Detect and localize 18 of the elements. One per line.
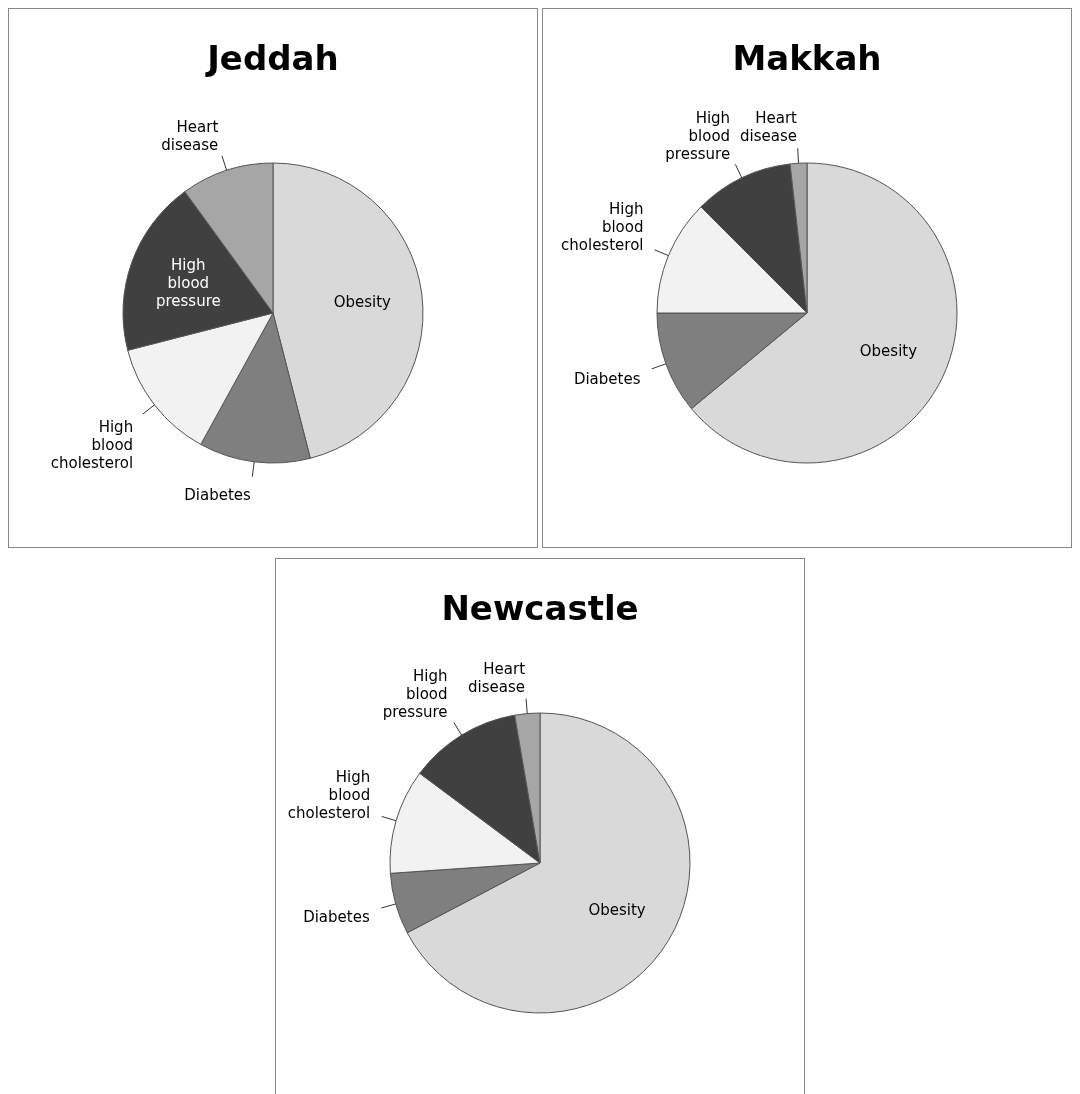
slice-label: Heart disease	[468, 659, 526, 696]
slice-label: High blood cholesterol	[561, 199, 644, 254]
slice-label: High blood cholesterol	[50, 417, 134, 472]
slice-label: Diabetes	[573, 369, 641, 388]
chart-title: Makkah	[732, 38, 882, 78]
slice-label: High blood pressure	[155, 255, 221, 310]
slice-label: High blood pressure	[665, 108, 731, 163]
slice-label: High blood cholesterol	[287, 767, 371, 822]
chart-title: Jeddah	[205, 38, 339, 78]
slice-label: Heart disease	[161, 117, 219, 154]
slice-label: Diabetes	[303, 907, 370, 926]
slice-label: Obesity	[333, 292, 392, 311]
slice-label: Obesity	[588, 900, 646, 919]
slice-label: Diabetes	[184, 485, 251, 504]
slice-label: Heart disease	[740, 108, 798, 145]
chart-title: Newcastle	[441, 588, 639, 628]
slice-label: High blood pressure	[382, 666, 448, 721]
slice-label: Obesity	[859, 341, 918, 360]
